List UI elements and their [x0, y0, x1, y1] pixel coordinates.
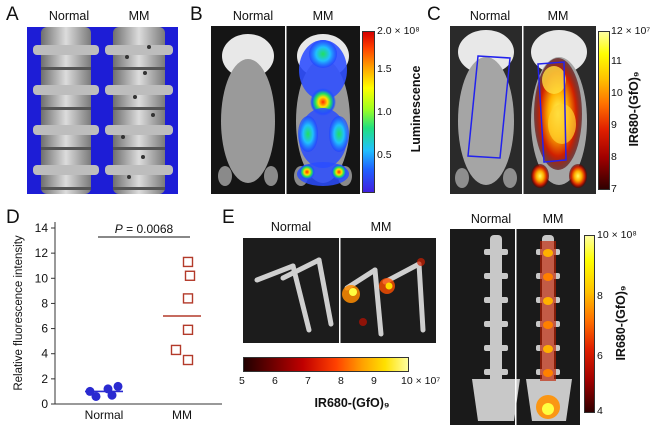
scatter-point-mm: [182, 293, 194, 304]
scatter-point-normal: [113, 381, 123, 391]
panel-b-bioluminescence-image: [211, 26, 360, 194]
panel-c-fluorescence-image: [450, 26, 596, 194]
panel-a-spine-image: [27, 27, 178, 194]
panel-b-header-normal: Normal: [232, 9, 274, 23]
panel-b-colorbar-title: Luminescence: [409, 65, 423, 153]
y-tick-label: 6: [41, 322, 48, 336]
panel-c-colorbar-tick: 7: [611, 183, 617, 195]
panel-b-colorbar: [362, 31, 375, 193]
panel-e-colorbar-v-tick: 6: [597, 350, 603, 362]
panel-e-colorbar-v-tick: 10 × 10⁸: [597, 229, 637, 241]
panel-e-header-mm-left: MM: [370, 220, 392, 234]
y-tick-label: 14: [35, 221, 49, 235]
panel-e-femur-image: [243, 238, 436, 343]
panel-a-header-normal: Normal: [48, 9, 90, 23]
y-tick-label: 12: [35, 246, 49, 260]
panel-e-colorbar-vertical: [584, 235, 595, 413]
y-tick-label: 4: [41, 347, 48, 361]
panel-e-colorbar-v-tick: 4: [597, 405, 603, 417]
panel-c-header-normal: Normal: [469, 9, 511, 23]
y-tick-label: 10: [35, 271, 49, 285]
panel-e-colorbar-horizontal: [243, 357, 409, 372]
scatter-point-normal: [91, 391, 101, 401]
panel-b-colorbar-tick: 1.0: [377, 106, 392, 118]
panel-b-colorbar-tick: 0.5: [377, 149, 392, 161]
panel-e-colorbar-tick: 9: [371, 375, 377, 387]
panel-d-chart: 0 2 4 6 8 10 12 14 Normal MM Relative fluoresce…: [13, 221, 222, 420]
panel-label-a: A: [6, 4, 19, 25]
x-category-label: MM: [172, 408, 192, 420]
panel-c-colorbar-title: IR680-(GfO)₉: [627, 71, 641, 147]
panel-label-d: D: [6, 207, 20, 228]
panel-e-colorbar-tick: 7: [305, 375, 311, 387]
panel-e-colorbar-v-title: IR680-(GfO)₉: [614, 285, 628, 361]
panel-e-colorbar-tick: 10 × 10⁷: [401, 375, 441, 387]
p-value-annotation: P = 0.0068: [115, 222, 174, 236]
scatter-point-mm: [182, 354, 194, 366]
panel-c-colorbar-tick: 11: [611, 55, 622, 67]
x-category-label: Normal: [85, 408, 124, 420]
panel-label-e: E: [222, 207, 235, 228]
panel-c-colorbar-tick: 10: [611, 87, 623, 99]
panel-e-colorbar-h-title: IR680-(GfO)₉: [314, 396, 390, 410]
panel-b-colorbar-tick: 2.0 × 10⁸: [377, 25, 420, 37]
panel-c-colorbar-tick: 12 × 10⁷: [611, 25, 651, 37]
panel-c-colorbar-tick: 9: [611, 119, 617, 131]
y-tick-label: 2: [41, 372, 48, 386]
panel-c-colorbar-tick: 8: [611, 151, 617, 163]
scatter-point-mm: [182, 256, 194, 268]
panel-e-colorbar-tick: 5: [239, 375, 245, 387]
y-tick-label: 0: [41, 397, 48, 411]
panel-e-spine-image: [450, 229, 580, 425]
scatter-point-mm: [170, 344, 182, 356]
panel-e-header-mm-right: MM: [542, 212, 564, 226]
panel-label-b: B: [190, 4, 203, 25]
panel-a-header-mm: MM: [128, 9, 150, 23]
panel-b-colorbar-tick: 1.5: [377, 63, 392, 75]
y-tick-label: 8: [41, 296, 48, 310]
panel-e-colorbar-tick: 6: [272, 375, 278, 387]
panel-e-colorbar-v-tick: 8: [597, 290, 603, 302]
scatter-point-mm: [184, 270, 196, 281]
panel-e-header-normal-right: Normal: [470, 212, 512, 226]
panel-e-colorbar-tick: 8: [338, 375, 344, 387]
panel-e-header-normal-left: Normal: [270, 220, 312, 234]
y-axis-title: Relative fluorescence intensity: [13, 235, 25, 391]
scatter-point-mm: [182, 324, 194, 336]
panel-b-header-mm: MM: [312, 9, 334, 23]
panel-c-header-mm: MM: [547, 9, 569, 23]
panel-c-colorbar: [598, 31, 610, 190]
panel-label-c: C: [427, 4, 441, 25]
